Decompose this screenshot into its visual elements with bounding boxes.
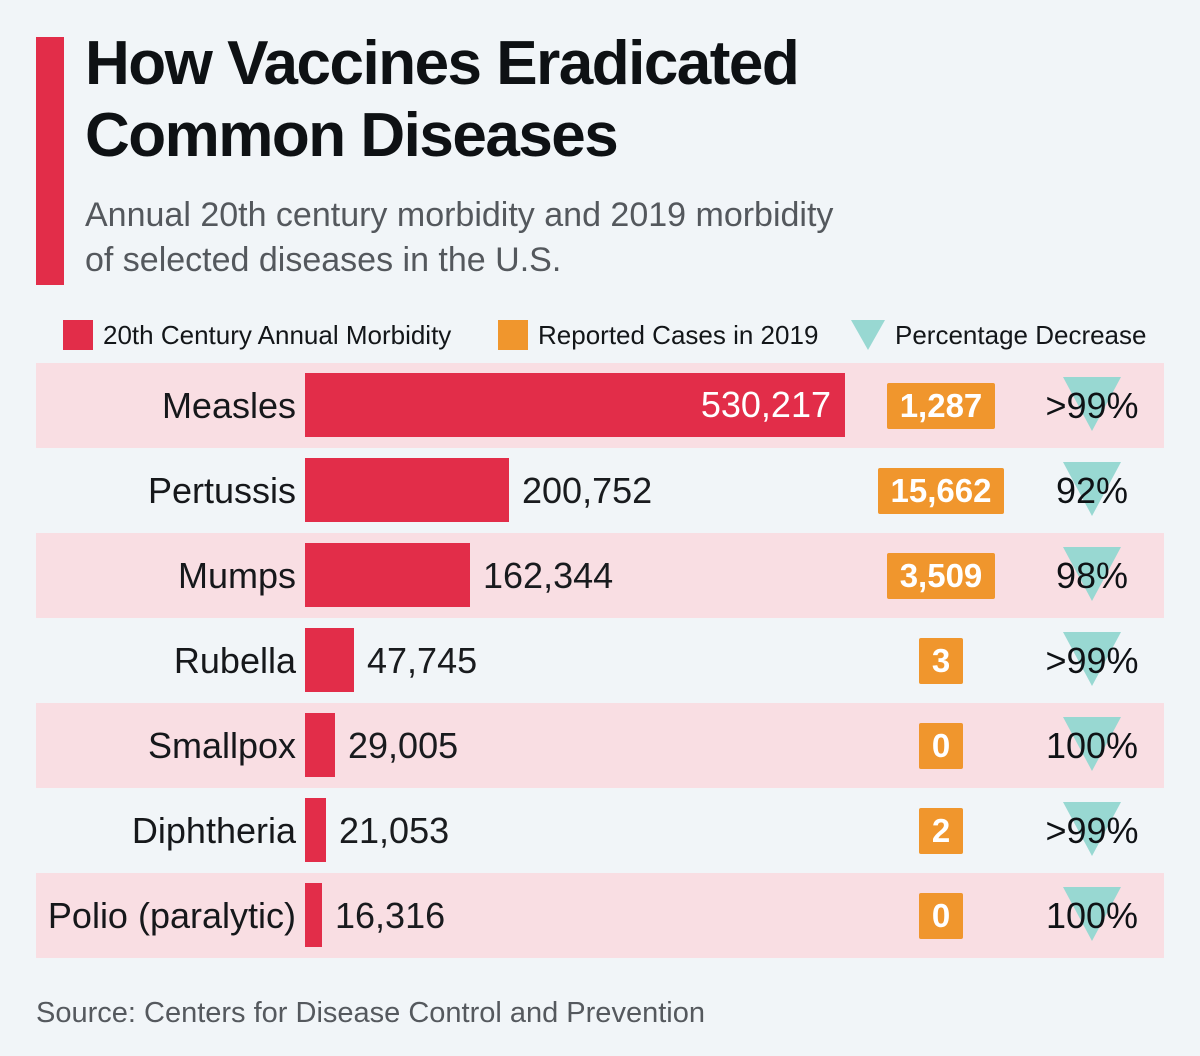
percentage-decrease-value: >99% bbox=[1045, 640, 1139, 681]
chart-row-mumps: Mumps 162,344 3,509 98% bbox=[36, 533, 1164, 618]
legend-label: 20th Century Annual Morbidity bbox=[103, 319, 452, 350]
reported-cases-cell: 15,662 bbox=[856, 448, 1026, 533]
morbidity-value: 162,344 bbox=[483, 555, 614, 596]
reported-cases-cell: 0 bbox=[856, 873, 1026, 958]
teal-triangle-down-icon bbox=[851, 320, 885, 350]
reported-cases-cell: 3,509 bbox=[856, 533, 1026, 618]
reported-cases-badge: 0 bbox=[918, 892, 964, 939]
morbidity-bar bbox=[305, 713, 335, 777]
morbidity-bar: 530,217 bbox=[305, 373, 845, 437]
title-accent-bar bbox=[36, 37, 64, 285]
reported-cases-cell: 1,287 bbox=[856, 363, 1026, 448]
morbidity-value: 47,745 bbox=[367, 640, 478, 681]
chart-row-measles: Measles 530,217 1,287 >99% bbox=[36, 363, 1164, 448]
percentage-decrease-value: 100% bbox=[1045, 895, 1139, 936]
morbidity-value: 200,752 bbox=[522, 470, 653, 511]
reported-cases-cell: 0 bbox=[856, 703, 1026, 788]
chart-row-polio-paralytic: Polio (paralytic) 16,316 0 100% bbox=[36, 873, 1164, 958]
disease-label: Polio (paralytic) bbox=[47, 895, 296, 936]
legend-label: Reported Cases in 2019 bbox=[538, 319, 819, 350]
reported-cases-badge: 1,287 bbox=[886, 382, 996, 429]
reported-cases-badge: 0 bbox=[918, 722, 964, 769]
chart-rows: Measles 530,217 1,287 >99% Pertussis 200,752 1… bbox=[36, 363, 1164, 958]
morbidity-bar bbox=[305, 628, 354, 692]
page-title: How Vaccines Eradicated Common Diseases bbox=[85, 28, 800, 172]
triangle-down-icon bbox=[1063, 632, 1121, 686]
triangle-down-icon bbox=[1063, 717, 1121, 771]
percentage-decrease-cell: >99% bbox=[1028, 618, 1156, 703]
morbidity-bar bbox=[305, 798, 326, 862]
subtitle-line2: of selected diseases in the U.S. bbox=[85, 241, 562, 280]
morbidity-value: 21,053 bbox=[339, 810, 450, 851]
disease-label: Pertussis bbox=[147, 470, 296, 511]
chart-row-smallpox: Smallpox 29,005 0 100% bbox=[36, 703, 1164, 788]
triangle-down-icon bbox=[1063, 462, 1121, 516]
reported-cases-cell: 2 bbox=[856, 788, 1026, 873]
reported-cases-badge: 2 bbox=[918, 807, 964, 854]
percentage-decrease-cell: 100% bbox=[1028, 873, 1156, 958]
percentage-decrease-cell: >99% bbox=[1028, 363, 1156, 448]
percentage-decrease-value: 98% bbox=[1055, 555, 1129, 596]
percentage-decrease-value: >99% bbox=[1045, 810, 1139, 851]
morbidity-value: 16,316 bbox=[335, 895, 446, 936]
disease-label: Measles bbox=[161, 385, 296, 426]
triangle-down-icon bbox=[1063, 887, 1121, 941]
legend: 20th Century Annual Morbidity Reported C… bbox=[0, 318, 1200, 352]
chart-row-diphtheria: Diphtheria 21,053 2 >99% bbox=[36, 788, 1164, 873]
disease-label: Rubella bbox=[173, 640, 296, 681]
reported-cases-cell: 3 bbox=[856, 618, 1026, 703]
morbidity-value: 29,005 bbox=[348, 725, 459, 766]
disease-label: Diphtheria bbox=[131, 810, 296, 851]
morbidity-bar bbox=[305, 883, 322, 947]
page-title-line1: How Vaccines Eradicated bbox=[85, 29, 800, 98]
percentage-decrease-value: 92% bbox=[1055, 470, 1129, 511]
chart-row-pertussis: Pertussis 200,752 15,662 92% bbox=[36, 448, 1164, 533]
triangle-down-icon bbox=[1063, 547, 1121, 601]
legend-label: Percentage Decrease bbox=[895, 319, 1147, 350]
reported-cases-badge: 3 bbox=[918, 637, 964, 684]
legend-item-percentage-decrease: Percentage Decrease bbox=[851, 318, 1146, 352]
morbidity-bar bbox=[305, 458, 509, 522]
reported-cases-badge: 3,509 bbox=[886, 552, 996, 599]
subtitle: Annual 20th century morbidity and 2019 m… bbox=[85, 193, 833, 283]
percentage-decrease-value: >99% bbox=[1045, 385, 1139, 426]
source-note: Source: Centers for Disease Control and … bbox=[36, 997, 705, 1029]
subtitle-line1: Annual 20th century morbidity and 2019 m… bbox=[85, 196, 834, 234]
percentage-decrease-cell: 98% bbox=[1028, 533, 1156, 618]
triangle-down-icon bbox=[1063, 802, 1121, 856]
percentage-decrease-cell: 92% bbox=[1028, 448, 1156, 533]
morbidity-value: 530,217 bbox=[700, 384, 831, 425]
disease-label: Smallpox bbox=[147, 725, 296, 766]
legend-item-20th-century-morbidity: 20th Century Annual Morbidity bbox=[63, 318, 451, 352]
percentage-decrease-value: 100% bbox=[1045, 725, 1139, 766]
red-square-icon bbox=[63, 320, 93, 350]
orange-square-icon bbox=[498, 320, 528, 350]
legend-item-reported-cases-2019: Reported Cases in 2019 bbox=[498, 318, 818, 352]
page-title-line2: Common Diseases bbox=[85, 100, 619, 170]
triangle-down-icon bbox=[1063, 377, 1121, 431]
disease-label: Mumps bbox=[177, 555, 296, 596]
chart-row-rubella: Rubella 47,745 3 >99% bbox=[36, 618, 1164, 703]
percentage-decrease-cell: 100% bbox=[1028, 703, 1156, 788]
reported-cases-badge: 15,662 bbox=[877, 467, 1005, 514]
morbidity-bar bbox=[305, 543, 470, 607]
percentage-decrease-cell: >99% bbox=[1028, 788, 1156, 873]
